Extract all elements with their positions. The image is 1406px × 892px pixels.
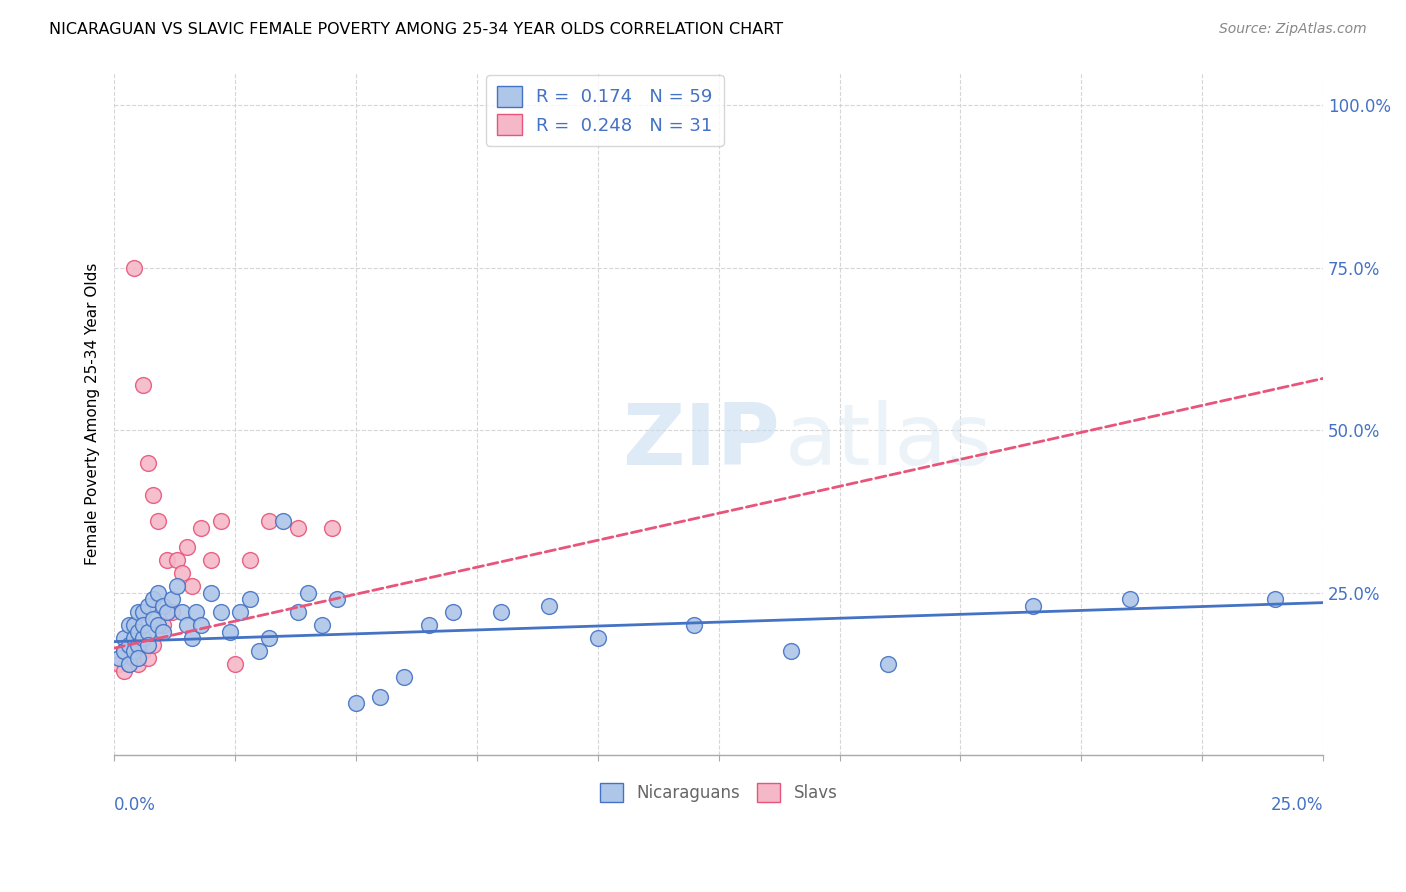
Point [877, 657, 900, 672]
Point [538, 599, 561, 613]
Text: ZIP: ZIP [621, 400, 780, 483]
Point [287, 606, 309, 620]
Point [136, 599, 159, 613]
Point [1022, 599, 1045, 613]
Point [122, 260, 145, 275]
Point [166, 579, 188, 593]
Point [127, 651, 149, 665]
Point [180, 632, 202, 646]
Point [122, 618, 145, 632]
Point [152, 618, 174, 632]
Point [118, 618, 141, 632]
Point [112, 632, 135, 646]
Point [224, 657, 246, 672]
Point [239, 592, 262, 607]
Point [190, 618, 212, 632]
Point [142, 592, 165, 607]
Point [1264, 592, 1286, 607]
Point [219, 624, 242, 639]
Point [200, 586, 222, 600]
Point [146, 586, 169, 600]
Point [209, 606, 232, 620]
Point [489, 606, 512, 620]
Point [108, 657, 131, 672]
Point [136, 624, 159, 639]
Point [127, 638, 149, 652]
Point [118, 644, 141, 658]
Point [142, 488, 165, 502]
Point [142, 638, 165, 652]
Point [132, 618, 155, 632]
Point [418, 618, 440, 632]
Legend: Nicaraguans, Slavs: Nicaraguans, Slavs [593, 776, 844, 808]
Point [142, 612, 165, 626]
Point [287, 521, 309, 535]
Text: NICARAGUAN VS SLAVIC FEMALE POVERTY AMONG 25-34 YEAR OLDS CORRELATION CHART: NICARAGUAN VS SLAVIC FEMALE POVERTY AMON… [49, 22, 783, 37]
Point [112, 664, 135, 678]
Point [297, 586, 319, 600]
Point [209, 515, 232, 529]
Point [122, 644, 145, 658]
Point [127, 657, 149, 672]
Point [118, 657, 141, 672]
Point [118, 657, 141, 672]
Point [152, 599, 174, 613]
Point [146, 515, 169, 529]
Point [122, 632, 145, 646]
Point [311, 618, 333, 632]
Point [257, 515, 280, 529]
Point [229, 606, 252, 620]
Point [239, 553, 262, 567]
Point [780, 644, 803, 658]
Point [273, 515, 295, 529]
Point [156, 606, 179, 620]
Point [176, 618, 198, 632]
Point [325, 592, 347, 607]
Point [394, 670, 416, 684]
Point [132, 606, 155, 620]
Text: atlas: atlas [785, 400, 993, 483]
Point [136, 651, 159, 665]
Point [160, 606, 183, 620]
Point [132, 378, 155, 392]
Point [176, 541, 198, 555]
Text: 0.0%: 0.0% [114, 797, 156, 814]
Text: Source: ZipAtlas.com: Source: ZipAtlas.com [1219, 22, 1367, 37]
Point [321, 521, 343, 535]
Point [112, 644, 135, 658]
Point [127, 624, 149, 639]
Point [122, 651, 145, 665]
Point [441, 606, 464, 620]
Point [112, 644, 135, 658]
Point [108, 651, 131, 665]
Point [170, 566, 193, 581]
Point [160, 592, 183, 607]
Point [127, 606, 149, 620]
Point [166, 553, 188, 567]
Text: 25.0%: 25.0% [1271, 797, 1323, 814]
Point [368, 690, 391, 704]
Point [127, 638, 149, 652]
Point [136, 638, 159, 652]
Point [136, 456, 159, 470]
Y-axis label: Female Poverty Among 25-34 Year Olds: Female Poverty Among 25-34 Year Olds [86, 263, 100, 566]
Point [1118, 592, 1140, 607]
Point [170, 606, 193, 620]
Point [118, 638, 141, 652]
Point [344, 697, 367, 711]
Point [247, 644, 270, 658]
Point [132, 644, 155, 658]
Point [200, 553, 222, 567]
Point [146, 618, 169, 632]
Point [190, 521, 212, 535]
Point [586, 632, 609, 646]
Point [156, 553, 179, 567]
Point [152, 624, 174, 639]
Point [132, 632, 155, 646]
Point [257, 632, 280, 646]
Point [186, 606, 208, 620]
Point [683, 618, 706, 632]
Point [180, 579, 202, 593]
